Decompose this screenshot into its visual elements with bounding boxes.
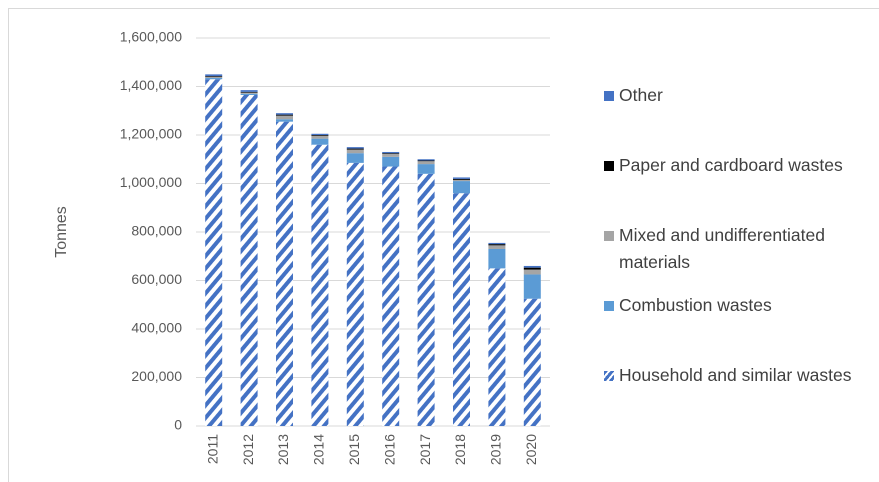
legend-swatch [604, 91, 614, 101]
x-tick-label: 2019 [488, 434, 504, 465]
bar-segment [488, 248, 506, 269]
legend-label: Household and similar wastes [619, 365, 852, 385]
y-tick-label: 1,000,000 [120, 174, 182, 190]
x-tick-label: 2013 [275, 434, 291, 465]
y-tick-label: 1,600,000 [120, 29, 182, 45]
bar-segment [417, 161, 435, 165]
bar-segment [417, 173, 435, 426]
y-tick-label: 600,000 [131, 271, 182, 287]
bar-segment [382, 151, 400, 154]
bar-segment [311, 133, 329, 135]
bar-segment [453, 178, 470, 180]
legend-item: Household and similar wastes [604, 362, 874, 432]
bar-segment [382, 153, 400, 154]
bar-segment [382, 166, 400, 426]
x-tick-label: 2017 [417, 434, 433, 465]
bar-segment [276, 114, 293, 116]
bar-segment [276, 113, 293, 115]
bar-segment [205, 78, 223, 80]
bar-segment [523, 269, 541, 275]
bar-segment [488, 245, 506, 249]
y-tick-label: 1,400,000 [120, 77, 182, 93]
bar-segment [523, 265, 541, 268]
legend-swatch [604, 301, 614, 311]
bar-segment [453, 177, 470, 179]
bar-segment [417, 164, 435, 174]
bar-segment [382, 156, 400, 167]
bar-segment [205, 79, 223, 426]
bar-segment [346, 147, 364, 149]
legend-label: Combustion wastes [619, 295, 772, 315]
bar-segment [453, 179, 470, 182]
x-tick-label: 2011 [204, 434, 220, 464]
y-tick-label: 800,000 [131, 223, 182, 239]
bar-segment [453, 181, 470, 194]
bar-segment [311, 135, 329, 139]
legend-swatch [604, 161, 614, 171]
x-tick-label: 2012 [240, 434, 256, 465]
bar-segment [523, 267, 541, 270]
bar-segment [276, 121, 293, 426]
chart-border [8, 8, 879, 482]
y-tick-label: 1,200,000 [120, 126, 182, 142]
bar-segment [346, 153, 364, 163]
y-tick-label: 0 [174, 417, 182, 433]
bar-segment [382, 153, 400, 157]
bar-segment [417, 160, 435, 162]
bar-segment [523, 298, 541, 426]
bar-segment [488, 244, 506, 246]
legend-swatch [604, 231, 614, 241]
bar-segment [488, 268, 506, 426]
y-tick-label: 400,000 [131, 320, 182, 336]
bar-segment [453, 193, 470, 426]
legend-item: Mixed and undifferentiated materials [604, 222, 874, 292]
bar-segment [523, 274, 541, 299]
x-tick-label: 2014 [311, 434, 327, 465]
bar-segment [346, 162, 364, 426]
bar-segment [311, 135, 329, 136]
y-tick-label: 200,000 [131, 368, 182, 384]
bar-segment [488, 242, 506, 245]
legend-label: Mixed and undifferentiated materials [619, 225, 825, 272]
x-tick-label: 2016 [381, 434, 397, 465]
x-tick-label: 2020 [523, 434, 539, 465]
y-axis-label: Tonnes [53, 206, 70, 258]
bar-segment [240, 92, 258, 94]
bar-segment [205, 74, 223, 77]
legend-label: Paper and cardboard wastes [619, 155, 843, 175]
bar-segment [205, 76, 223, 77]
legend-item: Paper and cardboard wastes [604, 152, 874, 222]
bar-segment [417, 159, 435, 161]
legend-item: Other [604, 82, 874, 152]
x-tick-label: 2018 [452, 434, 468, 465]
bar-segment [276, 119, 293, 122]
x-tick-label: 2015 [346, 434, 362, 465]
legend-swatch [604, 371, 614, 381]
bar-segment [311, 138, 329, 145]
bar-segment [240, 94, 258, 427]
legend-item: Combustion wastes [604, 292, 874, 362]
bar-segment [311, 144, 329, 426]
bar-segment [205, 76, 223, 79]
bar-segment [240, 91, 258, 93]
bar-segment [346, 149, 364, 154]
legend: Other Paper and cardboard wastes Mixed and… [604, 82, 874, 432]
legend-label: Other [619, 85, 663, 105]
bar-segment [346, 148, 364, 150]
bar-segment [276, 115, 293, 120]
bar-segment [240, 90, 258, 92]
bar-segment [240, 93, 258, 95]
